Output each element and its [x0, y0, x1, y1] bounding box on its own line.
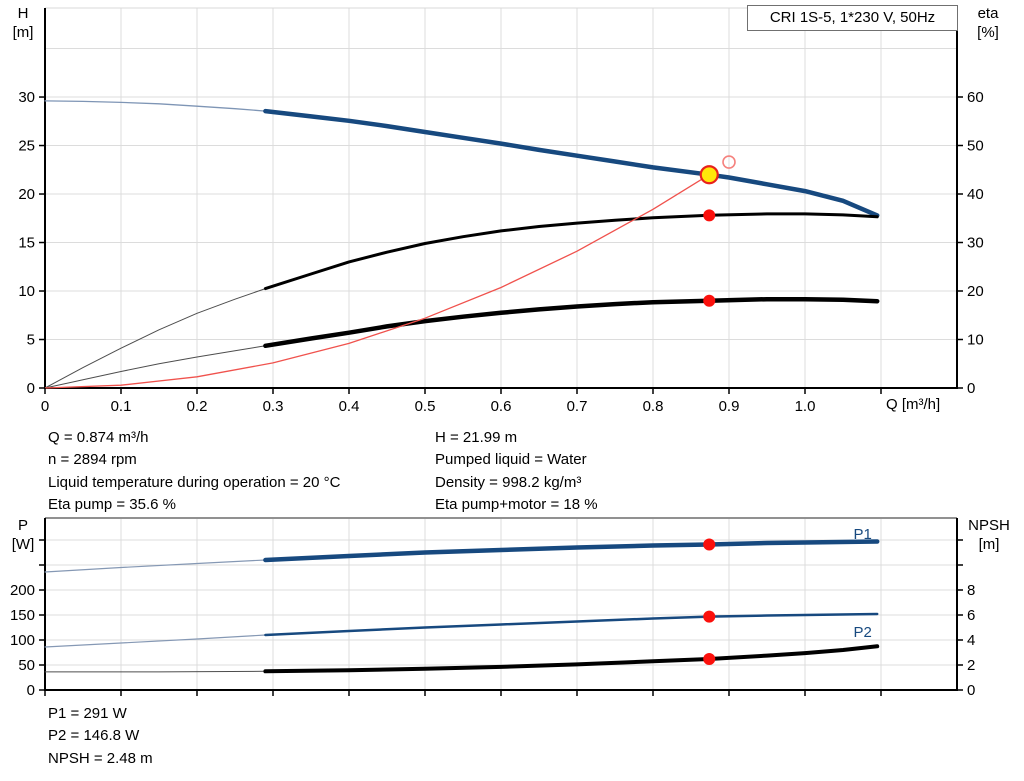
x-tick-label: 0 — [41, 398, 49, 415]
left-tick-label: 0 — [27, 380, 35, 397]
head-axis-label: H [m] — [2, 4, 44, 42]
x-tick-label: 0.4 — [339, 398, 360, 415]
npsh-curve-min-flow-segment — [44, 670, 266, 673]
eta-pump-motor-curve-min-flow-segment — [44, 345, 266, 389]
right-tick-label: 4 — [967, 632, 975, 649]
x-tick-label: 0.9 — [719, 398, 740, 415]
npsh-readout: NPSH = 2.48 m — [48, 749, 153, 767]
head-curve — [263, 108, 880, 218]
eta-axis-label: eta [%] — [964, 4, 1012, 42]
speed-readout: n = 2894 rpm — [48, 451, 137, 469]
eta-axis-name: eta — [977, 5, 999, 22]
duty-info-right-column: H = 21.99 m Pumped liquid = Water Densit… — [435, 427, 598, 517]
eta-pump-motor-curve — [263, 296, 880, 349]
right-tick-label: 40 — [967, 186, 984, 203]
head-axis-name: H — [17, 5, 29, 22]
left-tick-label: 5 — [27, 332, 35, 349]
left-tick-label: 20 — [18, 186, 35, 203]
x-tick-label: 0.8 — [643, 398, 664, 415]
p1-curve — [263, 539, 880, 563]
pumped-liquid-readout: Pumped liquid = Water — [435, 451, 587, 469]
system-curve — [44, 174, 710, 389]
left-tick-label: 100 — [10, 632, 35, 649]
x-tick-label: 0.3 — [263, 398, 284, 415]
series-label-p2: P2 — [854, 624, 872, 641]
liquid-temperature-readout: Liquid temperature during operation = 20… — [48, 473, 341, 491]
left-tick-label: 15 — [18, 235, 35, 252]
density-readout: Density = 998.2 kg/m³ — [435, 473, 582, 491]
eta-pump-motor-point-marker — [703, 294, 716, 307]
left-tick-label: 150 — [10, 607, 35, 624]
right-tick-label: 0 — [967, 380, 975, 397]
power-axis-unit: [W] — [11, 536, 35, 553]
duty-point-marker[interactable] — [699, 165, 719, 185]
pump-title-box: CRI 1S-5, 1*230 V, 50Hz — [747, 5, 958, 31]
eta-pump-curve-min-flow-segment — [44, 288, 266, 389]
power-info-column: P1 = 291 W P2 = 146.8 W NPSH = 2.48 m — [48, 703, 153, 770]
eta-axis-unit: [%] — [977, 24, 999, 41]
left-tick-label: 0 — [27, 682, 35, 699]
right-tick-label: 30 — [967, 234, 984, 251]
p1-readout: P1 = 291 W — [48, 705, 127, 722]
npsh-curve — [263, 644, 880, 674]
right-tick-label: 0 — [967, 682, 975, 699]
left-tick-label: 10 — [18, 283, 35, 300]
p2-curve — [264, 612, 879, 637]
p1-curve-min-flow-segment — [44, 559, 266, 573]
p2-readout: P2 = 146.8 W — [48, 727, 140, 745]
x-tick-label: 0.1 — [111, 398, 132, 415]
npsh-point-marker — [703, 653, 716, 665]
right-tick-label: 2 — [967, 657, 975, 674]
right-tick-label: 60 — [967, 89, 984, 106]
x-tick-label: 0.6 — [491, 398, 512, 415]
left-tick-label: 30 — [18, 89, 35, 106]
p2-curve-min-flow-segment — [44, 634, 266, 648]
left-tick-label: 50 — [18, 657, 35, 674]
power-axis-label: P [W] — [2, 516, 44, 554]
duty-flow-readout: Q = 0.874 m³/h — [48, 429, 149, 446]
power-axis-name: P — [17, 517, 28, 534]
npsh-axis-name: NPSH — [968, 517, 1010, 534]
head-readout: H = 21.99 m — [435, 429, 518, 446]
p2-point-marker — [703, 610, 716, 623]
x-tick-label: 0.7 — [567, 398, 588, 415]
npsh-axis-unit: [m] — [978, 536, 1000, 553]
right-tick-label: 6 — [967, 607, 975, 624]
duty-info-left-column: Q = 0.874 m³/h n = 2894 rpm Liquid tempe… — [48, 427, 340, 517]
right-tick-label: 20 — [967, 283, 984, 300]
flow-axis-label: Q [m³/h] — [886, 396, 941, 413]
eta-pump-readout: Eta pump = 35.6 % — [48, 496, 176, 514]
right-tick-label: 8 — [967, 582, 975, 599]
x-tick-label: 0.5 — [415, 398, 436, 415]
left-tick-label: 200 — [10, 582, 35, 599]
left-tick-label: 25 — [18, 138, 35, 155]
rated-point-marker — [722, 155, 736, 169]
eta-pump-curve — [263, 212, 879, 291]
right-tick-label: 50 — [967, 137, 984, 154]
x-tick-label: 0.2 — [187, 398, 208, 415]
eta-pump-motor-readout: Eta pump+motor = 18 % — [435, 496, 598, 514]
right-tick-label: 10 — [967, 331, 984, 348]
head-curve-min-flow-segment — [44, 100, 267, 112]
head-axis-unit: [m] — [12, 24, 34, 41]
eta-pump-point-marker — [703, 209, 716, 222]
npsh-axis-label: NPSH [m] — [960, 516, 1018, 554]
p1-point-marker — [703, 538, 716, 551]
x-tick-label: 1.0 — [795, 398, 816, 415]
series-label-p1: P1 — [854, 526, 872, 543]
